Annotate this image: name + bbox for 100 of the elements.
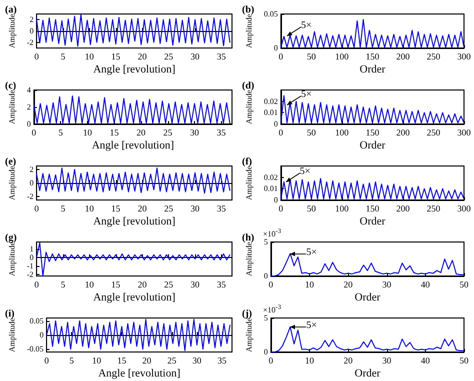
x-tick-label: 10 (82, 128, 92, 138)
x-tick-label: 10 (305, 280, 315, 290)
y-tick-label: 0 (30, 178, 34, 188)
line-series (36, 242, 230, 276)
annotation: 5× (300, 166, 310, 177)
x-tick-label: 25 (164, 52, 174, 62)
x-tick-label: 20 (138, 204, 148, 214)
x-tick-label: 10 (84, 52, 94, 62)
x-tick-label: 200 (396, 52, 410, 62)
x-tick-label: 20 (344, 356, 354, 366)
x-tick-label: 30 (382, 280, 392, 290)
y-tick-label: 0 (40, 330, 44, 340)
y-tick-label: 0.02 (264, 172, 278, 182)
x-tick-label: 50 (306, 52, 316, 62)
x-tick-label: 35 (216, 52, 226, 62)
x-tick-label: 5 (60, 280, 66, 290)
x-axis-title: Angle [revolution] (92, 140, 174, 152)
y-tick-label: 4 (26, 86, 31, 94)
y-tick-label: 2 (26, 102, 31, 112)
y-tick-label: 2 (30, 15, 34, 24)
x-tick-label: 30 (190, 280, 200, 290)
y-tick-label: -1 (26, 261, 34, 270)
y-tick-label: 0 (274, 44, 278, 52)
x-tick-label: 100 (335, 128, 350, 138)
chart-title: (j) (242, 308, 252, 320)
x-tick-label: 30 (190, 204, 200, 214)
x-tick-label: 200 (396, 204, 410, 214)
y-tick-label: 5 (264, 238, 268, 246)
y-axis-title: Amplitude (8, 13, 16, 48)
annotation: 5× (306, 246, 317, 258)
x-tick-label: 200 (396, 128, 410, 138)
x-tick-label: 20 (138, 280, 148, 290)
x-tick-label: 50 (460, 356, 469, 366)
y-axis-title: Amplitude (244, 89, 254, 124)
x-tick-label: 50 (306, 204, 316, 214)
x-tick-label: 250 (426, 128, 441, 138)
x-axis-title: Order (360, 216, 386, 228)
y-tick-label: -2 (26, 270, 34, 279)
x-tick-label: 15 (117, 356, 127, 366)
x-tick-label: 10 (84, 280, 94, 290)
y-tick-label: -2 (26, 192, 34, 202)
x-tick-label: 20 (138, 52, 148, 62)
line-series (46, 318, 230, 352)
x-tick-label: 250 (426, 204, 441, 214)
x-tick-label: 5 (60, 52, 66, 62)
text: ×10$^{-3}$ (263, 304, 282, 315)
x-tick-label: 40 (420, 280, 430, 290)
y-axis-title: Amplitude (8, 317, 16, 352)
y-axis-title: Amplitude (244, 165, 254, 200)
y-tick-label: 2 (30, 164, 34, 174)
chart-title: (e) (5, 156, 16, 168)
chart-title: (b) (242, 4, 254, 16)
x-tick-label: 300 (457, 128, 472, 138)
x-tick-label: 10 (92, 356, 102, 366)
x-tick-label: 40 (420, 356, 430, 366)
x-tick-label: 250 (426, 52, 441, 62)
x-axis-title: Order (360, 64, 386, 76)
y-axis-title: Amplitude (8, 89, 16, 124)
x-tick-label: 35 (216, 128, 226, 138)
x-tick-label: 20 (142, 356, 152, 366)
x-tick-label: 5 (60, 204, 66, 214)
y-tick-label: -2 (26, 38, 34, 47)
x-tick-label: 150 (366, 52, 380, 62)
x-tick-label: 15 (110, 128, 120, 138)
y-tick-label: 0.05 (264, 10, 278, 18)
x-tick-label: 300 (457, 204, 472, 214)
annotation: 5× (301, 88, 312, 100)
x-tick-label: 35 (217, 356, 227, 366)
y-tick-label: 0 (274, 120, 278, 128)
y-tick-label: 0 (264, 272, 268, 280)
x-tick-label: 20 (136, 128, 146, 138)
chart-title: (a) (5, 4, 17, 16)
x-tick-label: 35 (216, 204, 226, 214)
y-axis-title: Amplitude (8, 165, 16, 200)
x-tick-label: 25 (163, 128, 173, 138)
x-axis-title: Order (354, 368, 381, 380)
y-tick-label: 0.01 (264, 184, 278, 194)
y-tick-label: 5 (264, 314, 268, 322)
x-tick-label: 10 (84, 204, 94, 214)
x-tick-label: 30 (382, 356, 392, 366)
chart-title: (i) (5, 308, 14, 320)
annotation: 5× (301, 20, 312, 32)
x-tick-label: 30 (192, 356, 202, 366)
x-axis-title: Angle [revolution] (93, 292, 176, 304)
y-tick-label: 0.05 (30, 316, 44, 326)
chart-title: (g) (5, 232, 17, 244)
x-tick-label: 300 (457, 52, 472, 62)
line-series (36, 14, 230, 47)
x-tick-label: 15 (111, 280, 121, 290)
chart-title: (c) (5, 80, 16, 92)
line-series (36, 168, 230, 194)
x-axis-title: Order (360, 140, 386, 152)
y-axis-title: Amplitude (244, 241, 254, 276)
x-tick-label: 100 (335, 52, 350, 62)
x-tick-label: 25 (167, 356, 177, 366)
text: ×10$^{-3}$ (263, 228, 282, 239)
y-tick-label: 0.01 (264, 108, 278, 118)
x-tick-label: 30 (190, 128, 200, 138)
y-tick-label: 0.02 (264, 96, 278, 106)
x-tick-label: 15 (111, 52, 121, 62)
